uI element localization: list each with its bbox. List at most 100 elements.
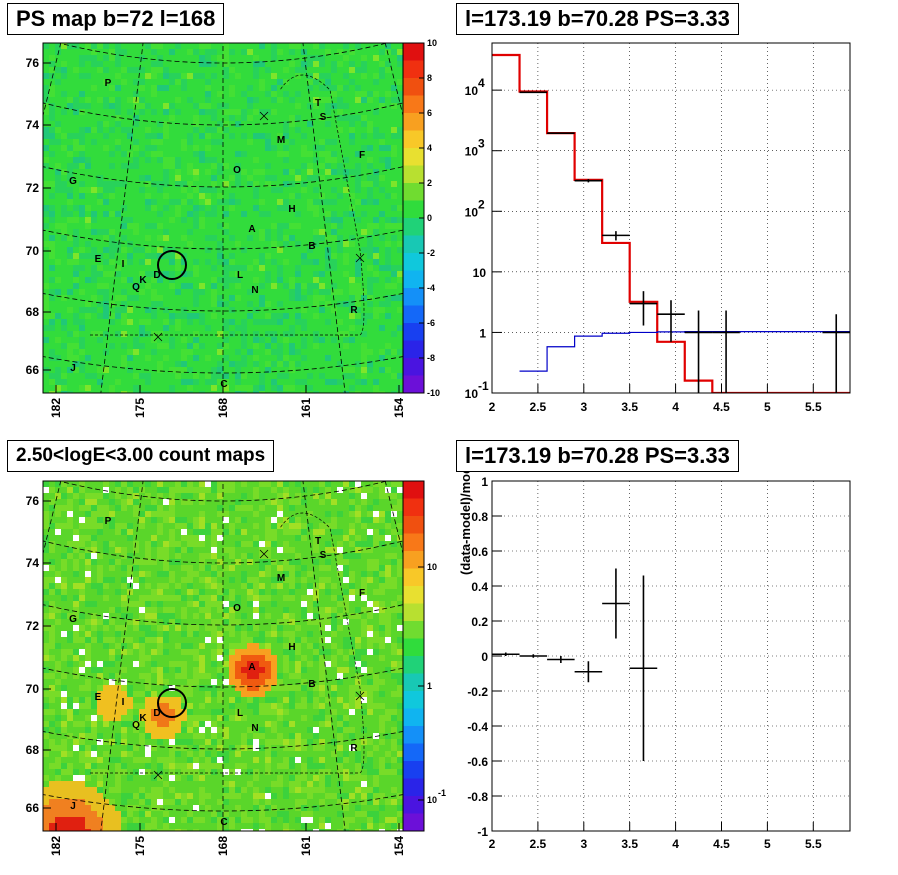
source-label-b: B: [308, 679, 315, 690]
y-tick-label: -0.4: [467, 720, 488, 734]
colorbar-swatch: [403, 130, 424, 149]
source-label-p: P: [105, 78, 112, 89]
source-label-c: C: [220, 817, 227, 828]
colorbar-swatch: [403, 78, 424, 96]
colorbar-swatch: [403, 270, 424, 289]
ps-map-source-labels: P TS M F G O H A B E I DKQ LN R J C: [69, 78, 365, 390]
colorbar-swatch: [403, 708, 424, 727]
source-label-t: T: [315, 98, 321, 109]
x-tick-label: 3: [580, 400, 587, 414]
ps-map-title: PS map b=72 l=168: [7, 3, 225, 35]
x-tick-label: 4: [672, 837, 679, 851]
source-label-q: Q: [132, 282, 140, 293]
source-label-k: K: [139, 713, 147, 724]
source-label-k: K: [139, 275, 147, 286]
model-step-line: [492, 53, 850, 393]
y-tick-label: 10: [465, 387, 479, 401]
y-tick-label: 10: [465, 84, 479, 98]
colorbar-swatch: [403, 673, 424, 692]
selected-source-circle-counts: [157, 688, 187, 718]
y-tick-label: 66: [26, 363, 40, 377]
colorbar-swatch: [403, 691, 424, 709]
colorbar-swatch: [403, 586, 424, 604]
y-tick-label: 0.8: [471, 510, 488, 524]
colorbar-tick-label: 10: [427, 38, 437, 48]
y-tick-label: 0.4: [471, 580, 488, 594]
colorbar-swatch: [403, 656, 424, 674]
colorbar-swatch: [403, 60, 424, 79]
source-label-t: T: [315, 536, 321, 547]
y-tick-label: 74: [26, 556, 40, 570]
y-tick-label: 10: [465, 205, 479, 219]
colorbar-tick-label: -6: [427, 318, 435, 328]
x-tick-label: 168: [216, 836, 230, 856]
source-label-q: Q: [132, 720, 140, 731]
y-tick-label: -0.2: [467, 685, 488, 699]
y-tick-label: 0.6: [471, 545, 488, 559]
colorbar-swatch: [403, 761, 424, 779]
y-tick-label: 1: [479, 326, 486, 340]
source-label-f: F: [359, 150, 365, 161]
colorbar-swatch: [403, 323, 424, 341]
colorbar-swatch: [403, 358, 424, 376]
count-map-image: [43, 481, 403, 831]
source-label-f: F: [359, 588, 365, 599]
x-tick-label: 4.5: [713, 837, 730, 851]
x-tick-label: 2: [489, 400, 496, 414]
x-tick-label: 3: [580, 837, 587, 851]
source-label-e: E: [95, 254, 102, 265]
count-map-panel: P TS M F G O H A B E I DKQ LN R J C 76 74 72 70 68 66 182 175 1…: [26, 480, 446, 856]
colorbar-swatch: [403, 813, 424, 832]
source-label-h: H: [288, 642, 295, 653]
source-label-a: A: [248, 662, 255, 673]
source-label-s: S: [320, 112, 327, 123]
colorbar-swatch: [403, 148, 424, 166]
residual-y-axis-label: (data-model)/model: [458, 455, 473, 575]
source-label-l: L: [237, 708, 243, 719]
selected-source-circle: [157, 250, 187, 280]
source-label-h: H: [288, 204, 295, 215]
y-tick-label: 70: [26, 244, 40, 258]
colorbar-tick-label: -10: [427, 388, 440, 398]
source-label-b: B: [308, 241, 315, 252]
colorbar-tick-label: -8: [427, 353, 435, 363]
spectrum-series: [492, 53, 850, 393]
source-label-g: G: [69, 176, 77, 187]
colorbar-swatch: [403, 516, 424, 534]
source-label-m: M: [277, 135, 285, 146]
colorbar-tick-label: -2: [427, 248, 435, 258]
spectrum-frame: [491, 42, 851, 394]
x-tick-label: 168: [216, 398, 230, 418]
source-label-s: S: [320, 550, 327, 561]
colorbar-swatch: [403, 113, 424, 131]
y-tick-label: 74: [26, 118, 40, 132]
count-map-coordinate-grid: [43, 481, 403, 831]
x-tick-label: 182: [49, 398, 63, 418]
source-label-e: E: [95, 692, 102, 703]
residual-chart: 2 2.5 3 3.5 4 4.5 5 5.5 -1 -0.8 -0.6 -0.4 -0.2 0 0.2 0.…: [458, 455, 851, 851]
y-tick-label: 76: [26, 494, 40, 508]
y-tick-label: 66: [26, 801, 40, 815]
y-tick-label: 10: [465, 145, 479, 159]
colorbar-swatch: [403, 305, 424, 324]
y-tick-label: -0.8: [467, 790, 488, 804]
source-label-a: A: [248, 224, 255, 235]
x-tick-label: 4.5: [713, 400, 730, 414]
source-label-i: I: [122, 259, 125, 270]
x-tick-label: 2.5: [530, 837, 547, 851]
source-label-d: D: [153, 270, 160, 281]
colorbar-swatch: [403, 218, 424, 236]
y-tick-label: 76: [26, 56, 40, 70]
x-tick-label: 154: [392, 836, 406, 856]
colorbar-swatch: [403, 481, 424, 499]
x-tick-label: 154: [392, 398, 406, 418]
y-tick-label: 1: [481, 475, 488, 489]
y-tick-label: 72: [26, 619, 40, 633]
colorbar-swatch: [403, 253, 424, 271]
colorbar-swatch: [403, 200, 424, 219]
y-tick-exponent: 3: [478, 137, 485, 151]
colorbar-swatch: [403, 638, 424, 657]
